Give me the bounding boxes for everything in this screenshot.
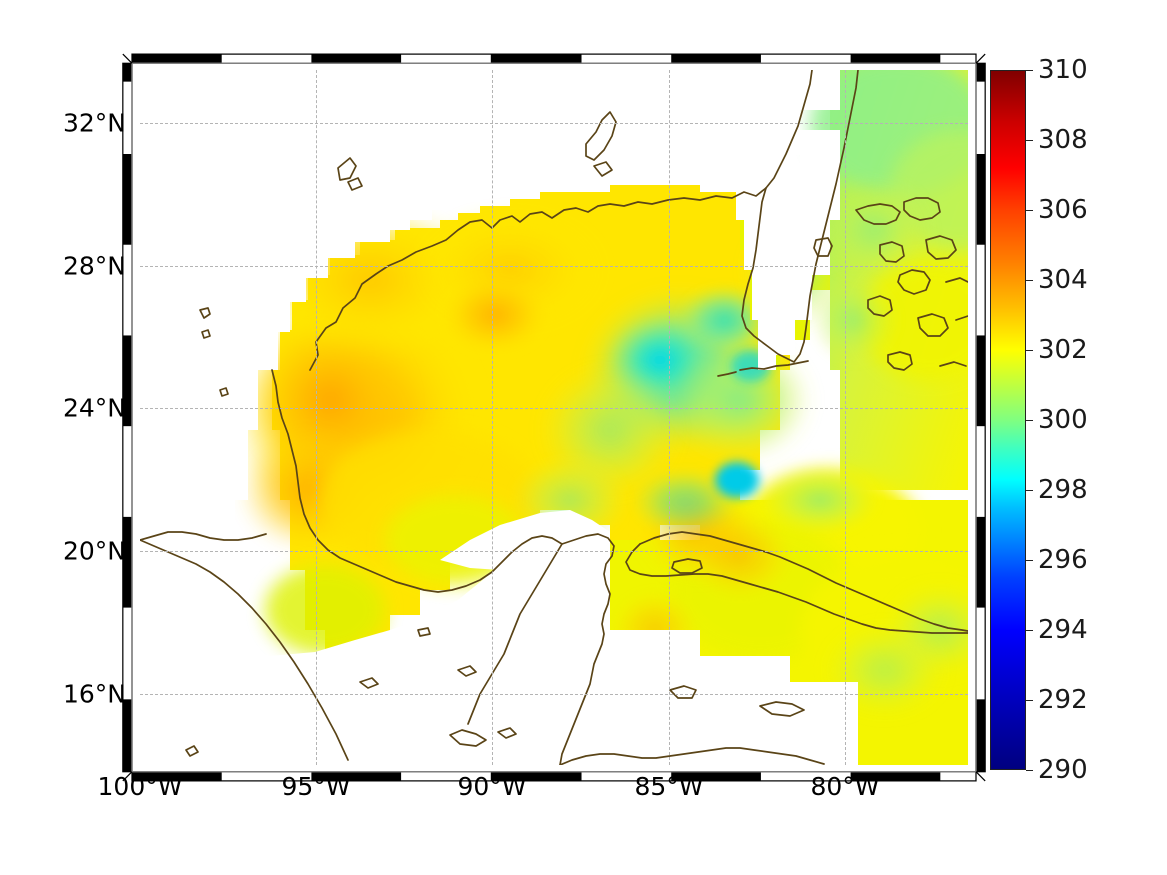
- gridlines: [140, 70, 968, 765]
- colorbar-label-302: 302: [1038, 335, 1088, 365]
- xtick-label-0: 100°W: [97, 772, 183, 801]
- colorbar-label-290: 290: [1038, 755, 1088, 785]
- colorbar-tick-310: [1026, 70, 1033, 71]
- ytick-label-4: 16°N: [62, 679, 126, 709]
- colorbar-label-292: 292: [1038, 685, 1088, 715]
- gridline-lon-90: [492, 70, 493, 765]
- map-axes[interactable]: [140, 70, 968, 765]
- colorbar-gradient: [990, 70, 1026, 770]
- colorbar-tick-290: [1026, 770, 1033, 771]
- colorbar-label-304: 304: [1038, 265, 1088, 295]
- colorbar-tick-294: [1026, 630, 1033, 631]
- ytick-label-2: 24°N: [62, 393, 126, 423]
- colorbar-tick-298: [1026, 490, 1033, 491]
- gridline-lat-20: [140, 551, 968, 552]
- colorbar-tick-300: [1026, 420, 1033, 421]
- xtick-label-4: 80°W: [810, 772, 880, 801]
- xtick-label-2: 90°W: [457, 772, 527, 801]
- colorbar-label-298: 298: [1038, 475, 1088, 505]
- ytick-label-0: 32°N: [62, 108, 126, 138]
- colorbar-label-308: 308: [1038, 125, 1088, 155]
- gridline-lat-28: [140, 266, 968, 267]
- colorbar-tick-302: [1026, 350, 1033, 351]
- gridline-lon-95: [316, 70, 317, 765]
- colorbar-tick-308: [1026, 140, 1033, 141]
- xtick-label-3: 85°W: [634, 772, 704, 801]
- colorbar-label-310: 310: [1038, 55, 1088, 85]
- ytick-label-3: 20°N: [62, 536, 126, 566]
- colorbar-tick-292: [1026, 700, 1033, 701]
- gridline-lat-32: [140, 123, 968, 124]
- colorbar-frame: [990, 70, 1026, 770]
- gridline-lon-85: [669, 70, 670, 765]
- gridline-lon-80: [845, 70, 846, 765]
- xtick-label-1: 95°W: [281, 772, 351, 801]
- map-data-clip: [140, 70, 968, 765]
- gridline-lat-16: [140, 694, 968, 695]
- colorbar-tick-306: [1026, 210, 1033, 211]
- ytick-label-1: 28°N: [62, 251, 126, 281]
- colorbar-label-296: 296: [1038, 545, 1088, 575]
- colorbar-label-306: 306: [1038, 195, 1088, 225]
- colorbar-label-300: 300: [1038, 405, 1088, 435]
- colorbar-tick-304: [1026, 280, 1033, 281]
- colorbar-tick-296: [1026, 560, 1033, 561]
- colorbar[interactable]: 310 308 306 304 302 300 298 296 294 292 …: [990, 55, 1088, 785]
- colorbar-label-294: 294: [1038, 615, 1088, 645]
- gridline-lat-24: [140, 408, 968, 409]
